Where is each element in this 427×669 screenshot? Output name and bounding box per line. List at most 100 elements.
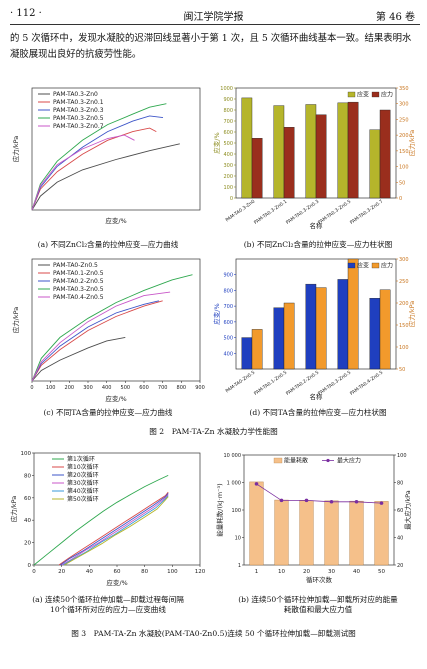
category-label: PAM-TA0.4-Zn0.5 [349,370,384,397]
y2-tick-label: 200 [399,301,409,307]
maxstress-point [329,499,334,504]
legend-label: 应力 [381,262,393,270]
bar-strain [337,102,349,199]
y-tick-label: 600 [223,320,233,326]
plot-frame [33,452,201,566]
x-tick-label: 20 [303,569,310,575]
x-axis-label: 应变/% [106,578,127,587]
y2-axis-label: 应力/kPa [407,301,416,328]
x-tick-label: 200 [65,385,75,391]
y2-tick-label: 100 [399,165,409,171]
figure-3-caption: 图 3 PAM-TA-Zn 水凝胶(PAM-TA0-Zn0.5)连续 50 个循… [71,629,356,638]
y2-tick-label: 350 [399,86,409,92]
y-tick-label: 800 [223,108,233,114]
caption-e-line2: 10个循环所对应的应力—应变曲线 [50,605,166,614]
y-tick-label: 900 [223,97,233,103]
figure-2-caption: 图 2 PAM-TA-Zn 水凝胶力学性能图 [149,427,278,436]
y-tick-label: 40 [24,518,31,524]
x-tick-label: 10 [278,569,285,575]
volume: 第 46 卷 [375,12,415,23]
y2-tick-label: 250 [399,279,409,285]
y-tick-label: 900 [223,273,233,279]
x-tick-label: 100 [167,569,178,575]
series-line-4 [31,103,167,211]
y-axis-label: 应变/% [212,303,221,324]
series-line-1 [31,336,126,382]
x-tick-label: 400 [102,385,112,391]
y-tick-label: 20 [24,541,31,547]
y-tick-label: 700 [223,304,233,310]
y-tick-label: 0 [28,563,32,569]
y2-axis-label: 应力/kPa [407,130,416,157]
y2-tick-label: 40 [397,536,403,542]
bar-energy [274,499,289,566]
chart-a-stress-strain: PAM-TA0.3-Zn0PAM-TA0.3-Zn0.1PAM-TA0.3-Zn… [11,87,201,225]
series-line-2 [31,127,157,211]
legend-label: PAM-TA0.3-Zn0.5 [53,286,104,293]
y-tick-label: 400 [223,351,233,357]
y-axis-label: 应力/kPa [9,496,18,523]
y-tick-label: 500 [223,141,233,147]
bar-strain [241,337,253,370]
legend-label: PAM-TA0.3-Zn0 [53,91,98,98]
x-tick-label: 40 [353,569,360,575]
x-tick-label: 700 [158,385,168,391]
y-tick-label: 1000 [220,86,233,92]
legend-label: PAM-TA0.2-Zn0.5 [53,278,104,285]
x-tick-label: 20 [58,569,65,575]
x-tick-label: 100 [46,385,56,391]
category-label: PAM-TA0.3-Zn0.1 [253,199,288,226]
legend-label: 第10次循环 [67,463,99,471]
y-axis-label: 应变/% [212,132,221,153]
y2-axis-label: 最大应力/kPa [403,490,412,530]
bar-stress [315,114,327,199]
y-axis-label: 能量耗散/(kJ·m⁻³) [215,483,224,536]
y-tick-label: 1 [238,563,241,569]
y2-tick-label: 100 [397,453,407,459]
y-tick-label: 300 [223,163,233,169]
bar-stress [379,109,391,199]
series-line-4 [61,494,169,566]
caption-f-line1: (b) 连续50个循环拉伸加载—卸载所对应的能量 [238,595,398,604]
series-line-6 [64,496,169,566]
maxstress-line [256,483,382,504]
maxstress-point [379,501,384,505]
y-tick-label: 800 [223,288,233,294]
x-axis-label: 应变/% [105,216,126,225]
y-tick-label: 400 [223,152,233,158]
caption-e-line1: (a) 连续50个循环拉伸加载—卸载过程每间隔 [32,595,184,604]
legend-swatch [347,262,356,269]
y-axis-label: 应力/kPa [11,307,20,334]
chart-c-stress-strain: 0 100 200 300 400 500 600 700 800 900 PAM-TA0-Zn0.… [11,258,205,403]
y-tick-label: 60 [24,496,31,502]
y-tick-label: 500 [223,336,233,342]
bar-stress [283,127,295,199]
y2-tick-label: 0 [399,196,402,202]
x-tick-label: 800 [177,385,187,391]
y2-tick-label: 200 [399,133,409,139]
y2-tick-label: 80 [397,481,403,487]
bar-strain [369,129,381,199]
x-tick-label: 60 [114,569,121,575]
bar-stress [315,287,327,370]
y-axis-label: 应力/kPa [11,136,20,163]
bar-stress [283,302,295,370]
legend-swatch [273,457,283,464]
x-tick-label: 500 [121,385,131,391]
x-tick-label: 80 [141,569,148,575]
x-axis-label: 名称 [310,221,324,230]
maxstress-point [304,498,309,503]
y-tick-label: 80 [24,473,31,479]
legend-label: 第1次循环 [67,455,95,463]
chart-e-cyclic: 0 20 40 60 80 100 120 0 20 40 60 80 100 第1次循环第10次循环第2… [9,451,206,587]
caption-c: (c) 不同TA含量的拉伸应变—应力曲线 [43,408,173,417]
bar-stress [347,101,359,199]
legend-label: PAM-TA0-Zn0.5 [53,262,98,269]
x-axis-label: 应变/% [105,394,126,403]
x-tick-label: 30 [328,569,335,575]
bar-energy [324,500,339,566]
body-line-1: 的 5 次循环中，发现水凝胶的迟滞回线显著小于第 1 次，且 5 次循环曲线基本… [10,33,412,44]
maxstress-point [254,482,259,486]
category-label: PAM-TA0.1-Zn0.5 [253,370,288,397]
bar-stress [379,289,391,370]
